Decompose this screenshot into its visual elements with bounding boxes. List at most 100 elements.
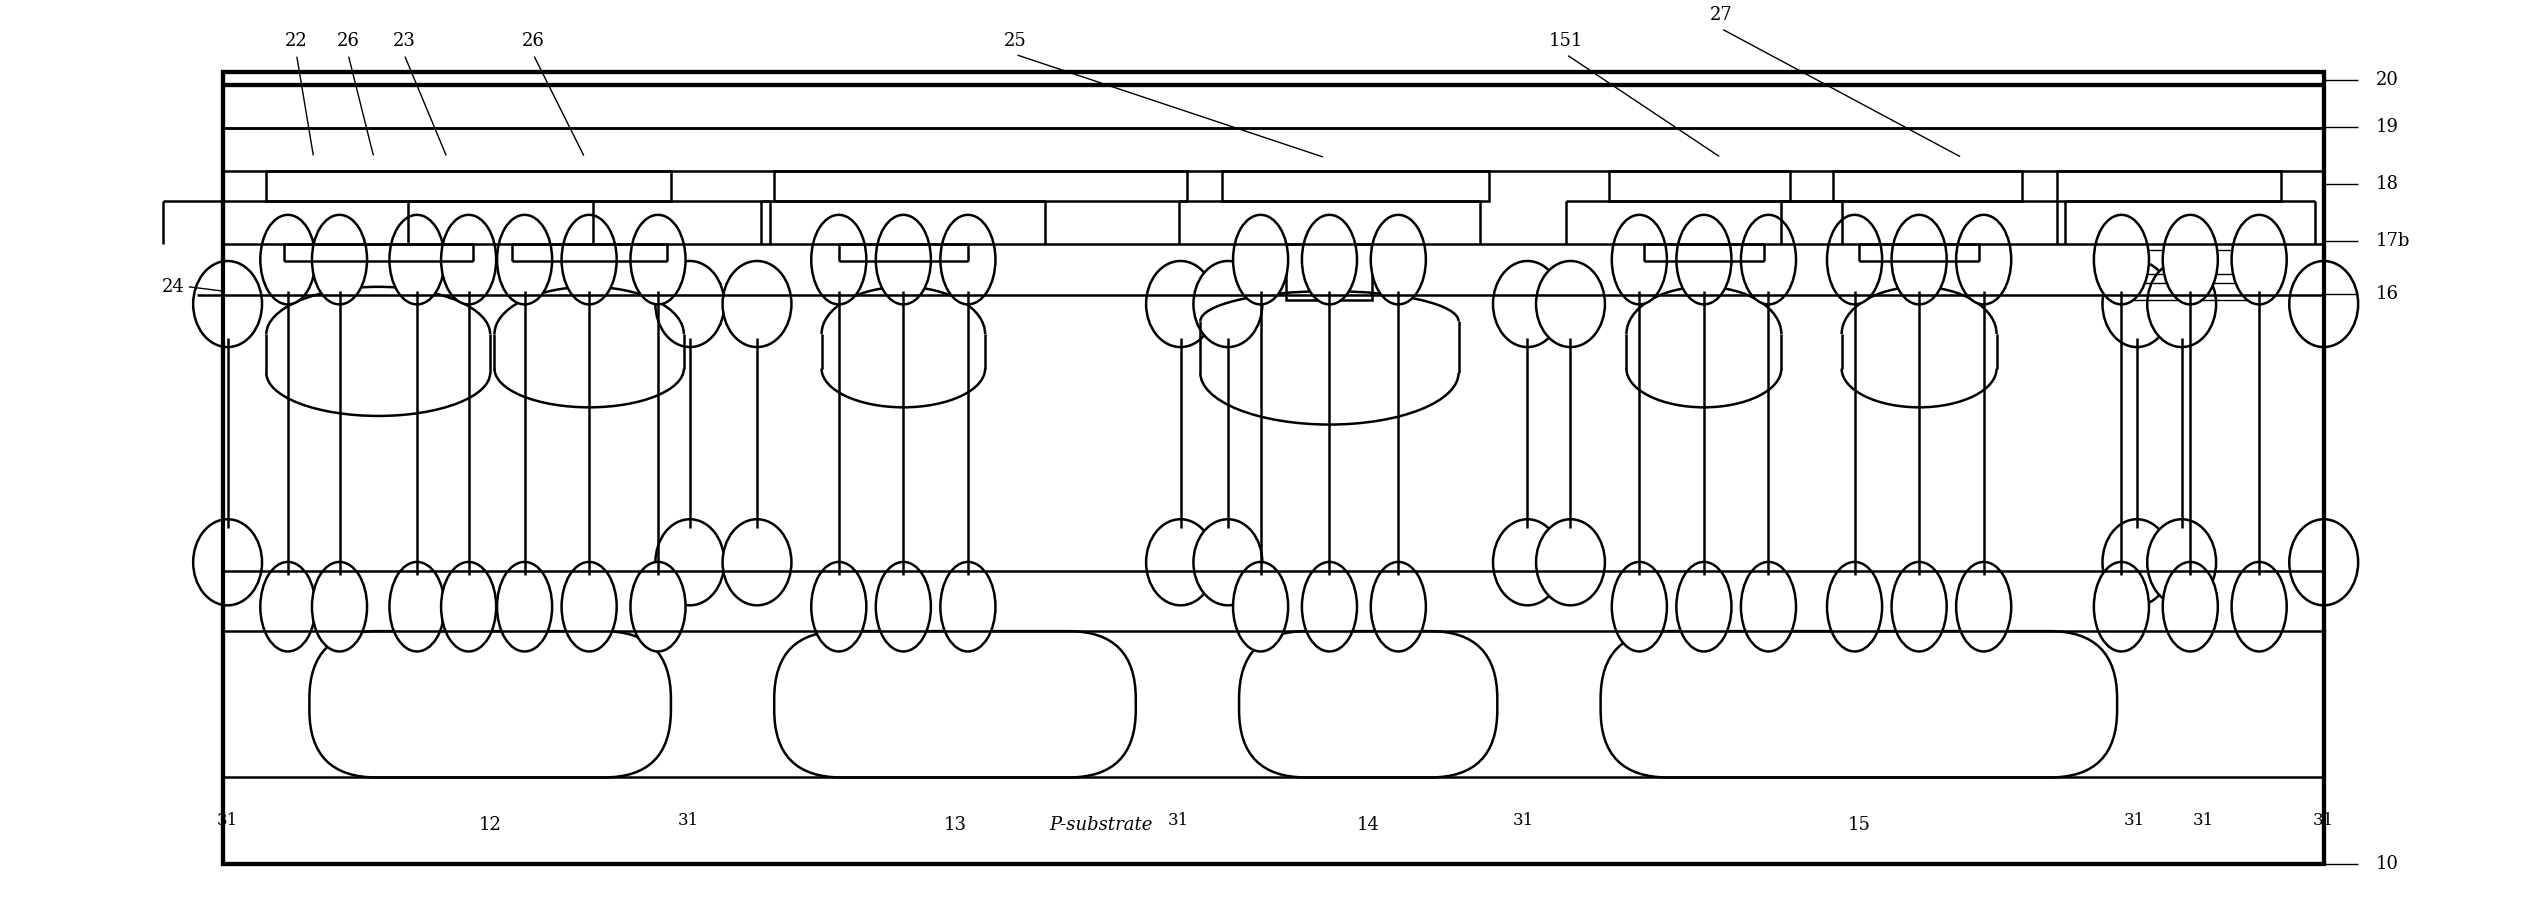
Ellipse shape xyxy=(1826,215,1882,304)
Ellipse shape xyxy=(2101,519,2173,606)
Ellipse shape xyxy=(2290,261,2359,347)
Ellipse shape xyxy=(2094,562,2150,651)
Ellipse shape xyxy=(1612,215,1666,304)
Text: 10: 10 xyxy=(2376,854,2399,873)
Text: 12: 12 xyxy=(479,815,502,834)
Ellipse shape xyxy=(1536,261,1605,347)
Ellipse shape xyxy=(194,519,262,606)
Bar xyxy=(1286,243,1373,300)
Ellipse shape xyxy=(876,215,930,304)
Bar xyxy=(2129,250,2252,274)
Ellipse shape xyxy=(260,562,316,651)
Ellipse shape xyxy=(812,562,866,651)
Ellipse shape xyxy=(1233,562,1289,651)
Ellipse shape xyxy=(655,261,723,347)
FancyBboxPatch shape xyxy=(1600,631,2117,777)
Ellipse shape xyxy=(497,562,553,651)
Text: 27: 27 xyxy=(1709,6,1732,25)
Text: 16: 16 xyxy=(2376,285,2399,302)
Ellipse shape xyxy=(940,562,996,651)
Ellipse shape xyxy=(1195,519,1263,606)
Ellipse shape xyxy=(2101,261,2173,347)
Ellipse shape xyxy=(723,261,792,347)
Ellipse shape xyxy=(194,261,262,347)
Text: 31: 31 xyxy=(1513,812,1533,829)
Text: 31: 31 xyxy=(216,812,239,829)
Ellipse shape xyxy=(632,562,685,651)
Ellipse shape xyxy=(1370,562,1426,651)
Bar xyxy=(1610,171,1791,201)
Bar xyxy=(224,72,2323,864)
Ellipse shape xyxy=(497,215,553,304)
Ellipse shape xyxy=(1493,519,1561,606)
Text: 18: 18 xyxy=(2376,174,2399,192)
Bar xyxy=(224,72,2323,864)
Ellipse shape xyxy=(1892,562,1946,651)
Text: 26: 26 xyxy=(522,32,545,50)
Ellipse shape xyxy=(311,562,367,651)
Ellipse shape xyxy=(1826,562,1882,651)
Text: 31: 31 xyxy=(2124,812,2145,829)
Text: P-substrate: P-substrate xyxy=(1049,815,1154,834)
Bar xyxy=(267,171,670,201)
Ellipse shape xyxy=(1742,562,1796,651)
Ellipse shape xyxy=(655,519,723,606)
Ellipse shape xyxy=(441,562,497,651)
Ellipse shape xyxy=(812,215,866,304)
Ellipse shape xyxy=(2162,562,2218,651)
FancyBboxPatch shape xyxy=(308,631,670,777)
Ellipse shape xyxy=(2231,215,2287,304)
Text: 22: 22 xyxy=(285,32,308,50)
Ellipse shape xyxy=(1146,519,1215,606)
Ellipse shape xyxy=(390,562,446,651)
Text: 31: 31 xyxy=(2193,812,2213,829)
Ellipse shape xyxy=(940,215,996,304)
Ellipse shape xyxy=(2147,519,2216,606)
Text: 151: 151 xyxy=(1549,32,1584,50)
Ellipse shape xyxy=(441,215,497,304)
Text: 20: 20 xyxy=(2376,71,2399,89)
FancyBboxPatch shape xyxy=(1238,631,1498,777)
Ellipse shape xyxy=(2094,215,2150,304)
Ellipse shape xyxy=(1676,215,1732,304)
Ellipse shape xyxy=(1892,215,1946,304)
Ellipse shape xyxy=(723,519,792,606)
Ellipse shape xyxy=(390,215,446,304)
Ellipse shape xyxy=(2290,519,2359,606)
Ellipse shape xyxy=(560,215,616,304)
Ellipse shape xyxy=(1956,562,2012,651)
Ellipse shape xyxy=(876,562,930,651)
Ellipse shape xyxy=(1493,261,1561,347)
Bar xyxy=(2058,171,2280,201)
Text: 13: 13 xyxy=(942,815,965,834)
Text: 23: 23 xyxy=(392,32,415,50)
Text: 24: 24 xyxy=(163,278,183,296)
Ellipse shape xyxy=(260,215,316,304)
Text: 26: 26 xyxy=(336,32,359,50)
Ellipse shape xyxy=(311,215,367,304)
Ellipse shape xyxy=(1956,215,2012,304)
Ellipse shape xyxy=(2231,562,2287,651)
Ellipse shape xyxy=(1536,519,1605,606)
Ellipse shape xyxy=(632,215,685,304)
Ellipse shape xyxy=(1146,261,1215,347)
Ellipse shape xyxy=(560,562,616,651)
Text: 17b: 17b xyxy=(2376,232,2409,251)
Bar xyxy=(2129,282,2252,300)
Ellipse shape xyxy=(1302,562,1358,651)
Text: 31: 31 xyxy=(2313,812,2336,829)
Ellipse shape xyxy=(2147,261,2216,347)
Ellipse shape xyxy=(1742,215,1796,304)
Text: 14: 14 xyxy=(1358,815,1380,834)
Ellipse shape xyxy=(2162,215,2218,304)
Bar xyxy=(774,171,1187,201)
Bar xyxy=(1834,171,2022,201)
Text: 31: 31 xyxy=(1169,812,1189,829)
Ellipse shape xyxy=(1370,215,1426,304)
Text: 15: 15 xyxy=(1847,815,1869,834)
Text: 31: 31 xyxy=(678,812,698,829)
Ellipse shape xyxy=(1233,215,1289,304)
Ellipse shape xyxy=(1302,215,1358,304)
Ellipse shape xyxy=(1195,261,1263,347)
Ellipse shape xyxy=(1612,562,1666,651)
